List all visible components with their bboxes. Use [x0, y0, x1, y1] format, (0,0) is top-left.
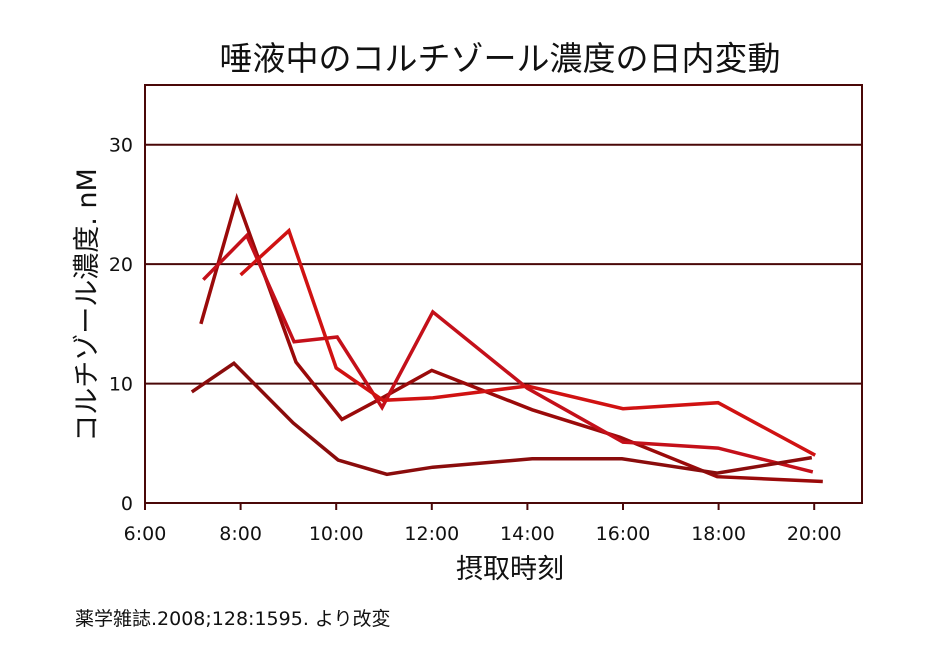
y-tick-label: 10: [109, 374, 133, 396]
x-tick-label: 14:00: [500, 523, 555, 545]
x-tick-label: 18:00: [691, 523, 746, 545]
x-axis-label: 摂取時刻: [456, 554, 564, 585]
y-tick-label: 30: [109, 135, 133, 157]
chart-title: 唾液中のコルチゾール濃度の日内変動: [220, 39, 781, 78]
x-tick-label: 10:00: [309, 523, 364, 545]
y-axis-label: コルチゾール濃度. nM: [72, 168, 103, 442]
plot-frame: [144, 84, 863, 504]
series-line-subject-2: [202, 232, 814, 474]
x-tick-label: 6:00: [124, 523, 167, 545]
y-tick-label: 0: [121, 493, 133, 515]
x-tick-label: 12:00: [404, 523, 459, 545]
y-tick-label: 20: [109, 254, 133, 276]
series-line-subject-4: [190, 361, 813, 477]
x-tick-label: 8:00: [219, 523, 262, 545]
source-citation: 薬学雑誌.2008;128:1595. より改変: [75, 608, 391, 630]
series-line-subject-3: [239, 227, 817, 457]
x-tick-label: 20:00: [787, 523, 842, 545]
x-tick-label: 16:00: [596, 523, 651, 545]
